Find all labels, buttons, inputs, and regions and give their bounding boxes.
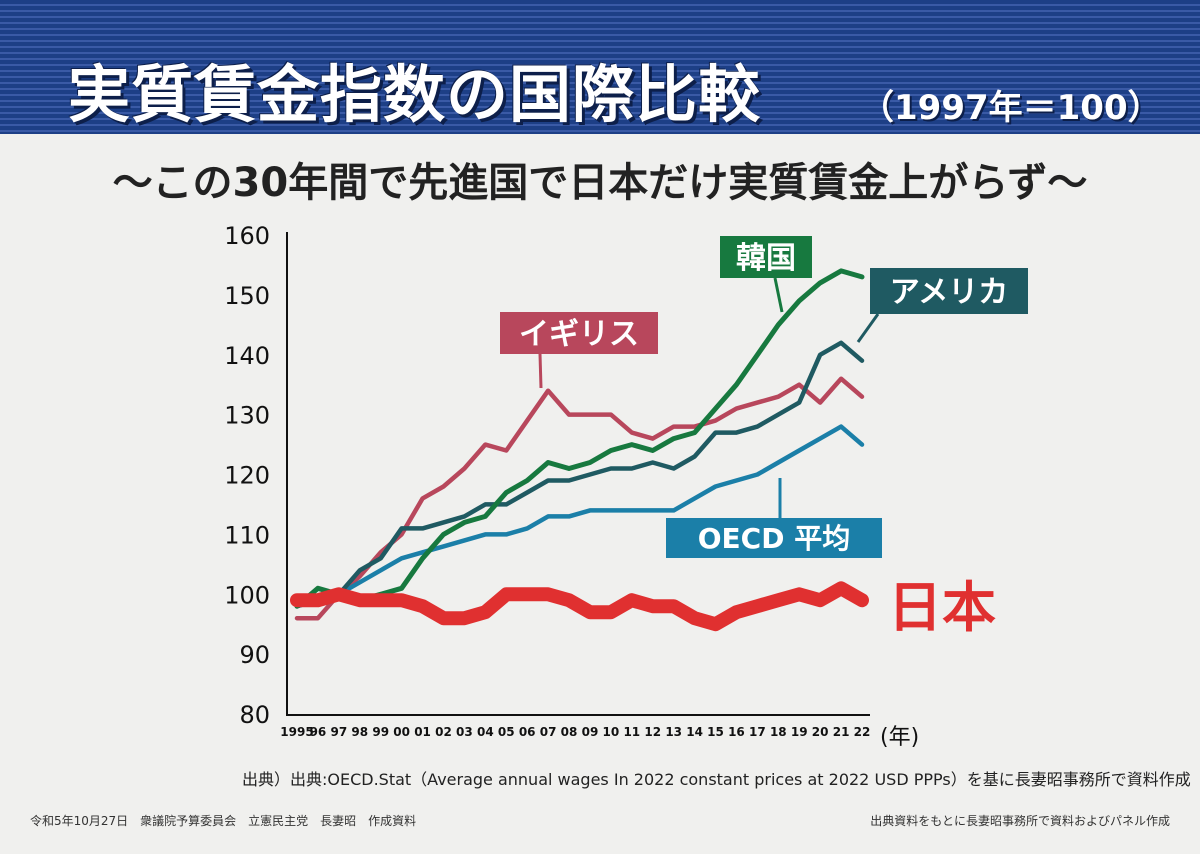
x-tick-label: 03 xyxy=(456,725,473,739)
x-tick-label: 16 xyxy=(728,725,745,739)
x-tick-label: 02 xyxy=(435,725,452,739)
series-line-oecd xyxy=(294,424,865,609)
callout-usa-box xyxy=(870,268,1028,314)
x-tick-label: 98 xyxy=(351,725,368,739)
x-tick-label: 96 xyxy=(310,725,327,739)
source-note: 出典）出典:OECD.Stat（Average annual wages In … xyxy=(242,770,1191,789)
page-subtitle: ～この30年間で先進国で日本だけ実質賃金上がらず～ xyxy=(112,160,1088,206)
callout-oecd-label: OECD 平均 xyxy=(698,522,850,555)
series-line-korea xyxy=(294,268,865,609)
page-title-baseline-note: （1997年＝100） xyxy=(860,88,1162,128)
series-line-usa xyxy=(294,340,865,609)
x-tick-label: 09 xyxy=(582,725,599,739)
x-tick-label: 18 xyxy=(770,725,787,739)
x-tick-label: 10 xyxy=(603,725,620,739)
y-tick-label: 100 xyxy=(224,581,270,609)
x-tick-label: 20 xyxy=(812,725,829,739)
header-banner: 実質賃金指数の国際比較 （1997年＝100） xyxy=(0,0,1200,134)
y-tick-label: 160 xyxy=(224,222,270,250)
x-tick-label: 97 xyxy=(331,725,348,739)
x-tick-label: 05 xyxy=(498,725,515,739)
x-tick-label: 07 xyxy=(540,725,557,739)
callout-uk-pointer xyxy=(538,353,543,389)
footer-right-note: 出典資料をもとに長妻昭事務所で資料およびパネル作成 xyxy=(870,814,1170,828)
callout-korea-box xyxy=(720,236,812,278)
callout-usa-pointer xyxy=(856,313,880,343)
callout-korea-pointer xyxy=(773,277,784,313)
y-tick-label: 150 xyxy=(224,282,270,310)
x-tick-label: 12 xyxy=(644,725,661,739)
x-tick-label: 1995 xyxy=(280,725,313,739)
y-tick-label: 120 xyxy=(224,462,270,490)
series-lines xyxy=(290,268,869,632)
x-tick-label: 22 xyxy=(854,725,871,739)
callout-usa-label: アメリカ xyxy=(890,275,1009,310)
chart-axes xyxy=(286,232,870,716)
x-tick-label: 06 xyxy=(519,725,536,739)
series-line-japan xyxy=(290,581,869,632)
callout-uk-box xyxy=(500,312,658,354)
x-tick-label: 14 xyxy=(686,725,703,739)
x-tick-label: 17 xyxy=(749,725,766,739)
callout-uk-label: イギリス xyxy=(519,317,639,352)
y-tick-label: 90 xyxy=(239,641,270,669)
y-tick-labels: 80 90 100 110 120 130 140 150 160 xyxy=(224,222,270,729)
x-tick-label: 99 xyxy=(372,725,389,739)
x-tick-label: 11 xyxy=(623,725,640,739)
y-tick-label: 130 xyxy=(224,402,270,430)
y-tick-label: 110 xyxy=(224,521,270,549)
x-tick-label: 15 xyxy=(707,725,724,739)
x-tick-label: 00 xyxy=(393,725,410,739)
x-tick-label: 04 xyxy=(477,725,494,739)
callout-japan-label: 日本 xyxy=(888,576,996,639)
footer-left-note: 令和5年10月27日 衆議院予算委員会 立憲民主党 長妻昭 作成資料 xyxy=(30,814,417,828)
x-axis-label: (年) xyxy=(880,725,919,750)
page-title: 実質賃金指数の国際比較 xyxy=(68,58,762,131)
callout-korea-label: 韓国 xyxy=(736,241,796,276)
x-tick-label: 01 xyxy=(414,725,431,739)
y-tick-label: 140 xyxy=(224,342,270,370)
x-tick-label: 19 xyxy=(791,725,808,739)
y-tick-label: 80 xyxy=(239,701,270,729)
x-tick-label: 08 xyxy=(561,725,578,739)
x-tick-label: 21 xyxy=(833,725,850,739)
x-tick-label: 13 xyxy=(665,725,682,739)
callout-oecd-box xyxy=(666,518,882,558)
